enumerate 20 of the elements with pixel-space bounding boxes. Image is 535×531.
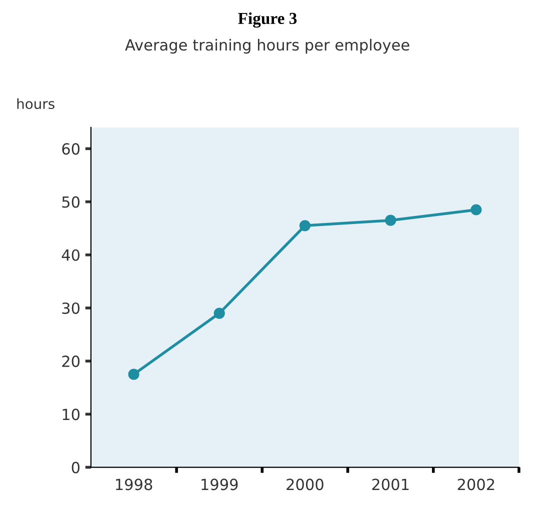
y-tick-label: 40 bbox=[62, 249, 80, 261]
x-tick-label: 2001 bbox=[372, 478, 409, 490]
x-tick-label: 1999 bbox=[202, 478, 238, 490]
y-tick-label: 0 bbox=[72, 462, 80, 474]
y-tick-label: 50 bbox=[62, 196, 80, 208]
y-tick-label: 10 bbox=[62, 408, 80, 420]
x-tick-label: 1998 bbox=[116, 478, 152, 490]
point bbox=[214, 308, 225, 319]
y-tick-label: 30 bbox=[62, 302, 80, 314]
point bbox=[384, 214, 396, 226]
point bbox=[128, 368, 140, 380]
point bbox=[470, 204, 482, 216]
x-tick-label: 2002 bbox=[458, 478, 494, 490]
chart-subtitle: Average training hours per employee bbox=[125, 38, 410, 54]
y-tick-label: 20 bbox=[62, 356, 80, 368]
y-tick-label: 60 bbox=[62, 143, 80, 155]
chart-title: Figure 3 bbox=[238, 12, 297, 28]
y-axis-title: hours bbox=[17, 98, 54, 110]
point bbox=[299, 220, 311, 232]
x-tick-label: 2000 bbox=[286, 478, 324, 490]
